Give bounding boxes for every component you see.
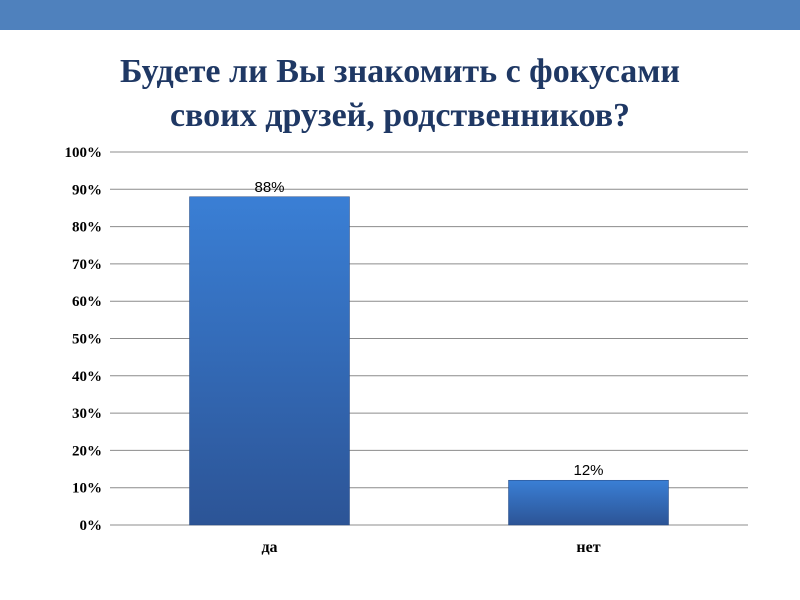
y-tick-label: 50% bbox=[72, 332, 102, 348]
bar-да bbox=[189, 196, 350, 526]
bar-нет bbox=[508, 479, 669, 526]
y-tick-label: 40% bbox=[72, 369, 102, 385]
top-decor-bar bbox=[0, 0, 800, 30]
y-tick-label: 80% bbox=[72, 220, 102, 236]
slide-title-line-1: Будете ли Вы знакомить с фокусами bbox=[119, 53, 681, 90]
y-tick-label: 10% bbox=[72, 481, 102, 497]
y-tick-label: 30% bbox=[72, 406, 102, 422]
data-label: 88% bbox=[254, 179, 284, 196]
y-tick-label: 90% bbox=[72, 182, 102, 198]
y-tick-label: 70% bbox=[72, 257, 102, 273]
y-tick-label: 0% bbox=[80, 518, 103, 534]
slide-title: Будете ли Вы знакомить с фокусами своих … bbox=[0, 50, 800, 138]
y-tick-label: 20% bbox=[72, 443, 102, 459]
bars bbox=[189, 196, 669, 526]
y-axis-ticks: 0% 10% 20% 30% 40% 50% 60% 70% 80% 90% 100% bbox=[65, 145, 103, 534]
x-category-label: да bbox=[261, 539, 277, 556]
slide-title-line-2: своих друзей, родственников? bbox=[169, 97, 631, 134]
data-label: 12% bbox=[573, 462, 603, 479]
y-tick-label: 60% bbox=[72, 294, 102, 310]
y-tick-label: 100% bbox=[65, 145, 103, 161]
x-category-label: нет bbox=[576, 539, 600, 556]
x-axis-categories: да нет bbox=[261, 539, 600, 556]
data-labels: 88% 12% bbox=[254, 179, 603, 479]
